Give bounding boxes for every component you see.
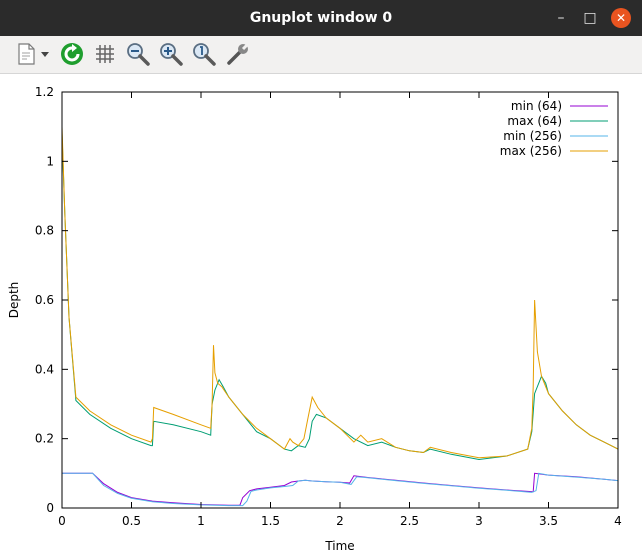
y-tick-label: 0.4 — [35, 362, 54, 376]
close-button[interactable]: ✕ — [611, 8, 631, 28]
y-tick-label: 1.2 — [35, 85, 54, 99]
legend-label: min (64) — [511, 99, 562, 113]
replot-icon — [61, 43, 83, 65]
zoom-out-icon — [127, 43, 150, 66]
series-line-1 — [61, 133, 619, 461]
legend-label: max (256) — [500, 144, 562, 158]
x-tick-label: 0 — [58, 514, 66, 528]
zoom-in-button[interactable] — [157, 40, 185, 68]
export-button[interactable] — [12, 40, 40, 68]
zoom-in-icon — [160, 43, 183, 66]
toolbar — [0, 36, 642, 74]
zoom-out-button[interactable] — [124, 40, 152, 68]
minimize-button[interactable]: – — [557, 10, 565, 26]
legend-label: min (256) — [503, 129, 562, 143]
x-tick-label: 2 — [336, 514, 344, 528]
x-tick-label: 4 — [614, 514, 622, 528]
depth-time-chart: 0 0.5 1 1.5 2 2.5 3 3.5 4 0 0.2 0.4 0.6 0.8 1 1.2 min (… — [7, 85, 622, 553]
series-line-2 — [62, 472, 619, 507]
x-tick-label: 1.5 — [261, 514, 280, 528]
y-tick-label: 1 — [46, 154, 54, 168]
export-icon — [18, 43, 35, 65]
plot-area: 0 0.5 1 1.5 2 2.5 3 3.5 4 0 0.2 0.4 0.6 0.8 1 1.2 min (… — [0, 74, 642, 555]
x-tick-label: 3 — [475, 514, 483, 528]
grid-button[interactable] — [91, 40, 119, 68]
y-tick-label: 0.2 — [35, 432, 54, 446]
dropdown-arrow-icon — [41, 52, 49, 57]
legend-label: max (64) — [507, 114, 562, 128]
export-dropdown-button[interactable] — [38, 40, 52, 68]
settings-wrench-icon — [227, 42, 250, 65]
title-bar: Gnuplot window 0 – □ ✕ — [0, 0, 642, 36]
x-axis-label: Time — [324, 539, 354, 553]
y-tick-label: 0.8 — [35, 224, 54, 238]
x-tick-label: 2.5 — [400, 514, 419, 528]
maximize-button[interactable]: □ — [583, 10, 597, 26]
x-tick-label: 0.5 — [122, 514, 141, 528]
x-tick-label: 3.5 — [539, 514, 558, 528]
y-tick-label: 0 — [46, 501, 54, 515]
series-line-3 — [61, 126, 619, 459]
y-tick-label: 0.6 — [35, 293, 54, 307]
y-axis-label: Depth — [7, 282, 21, 319]
x-tick-label: 1 — [197, 514, 205, 528]
window-title: Gnuplot window 0 — [249, 10, 393, 26]
zoom-reset-icon — [193, 43, 216, 66]
settings-button[interactable] — [224, 40, 252, 68]
replot-button[interactable] — [58, 40, 86, 68]
zoom-reset-button[interactable] — [190, 40, 218, 68]
grid-icon — [96, 45, 114, 63]
